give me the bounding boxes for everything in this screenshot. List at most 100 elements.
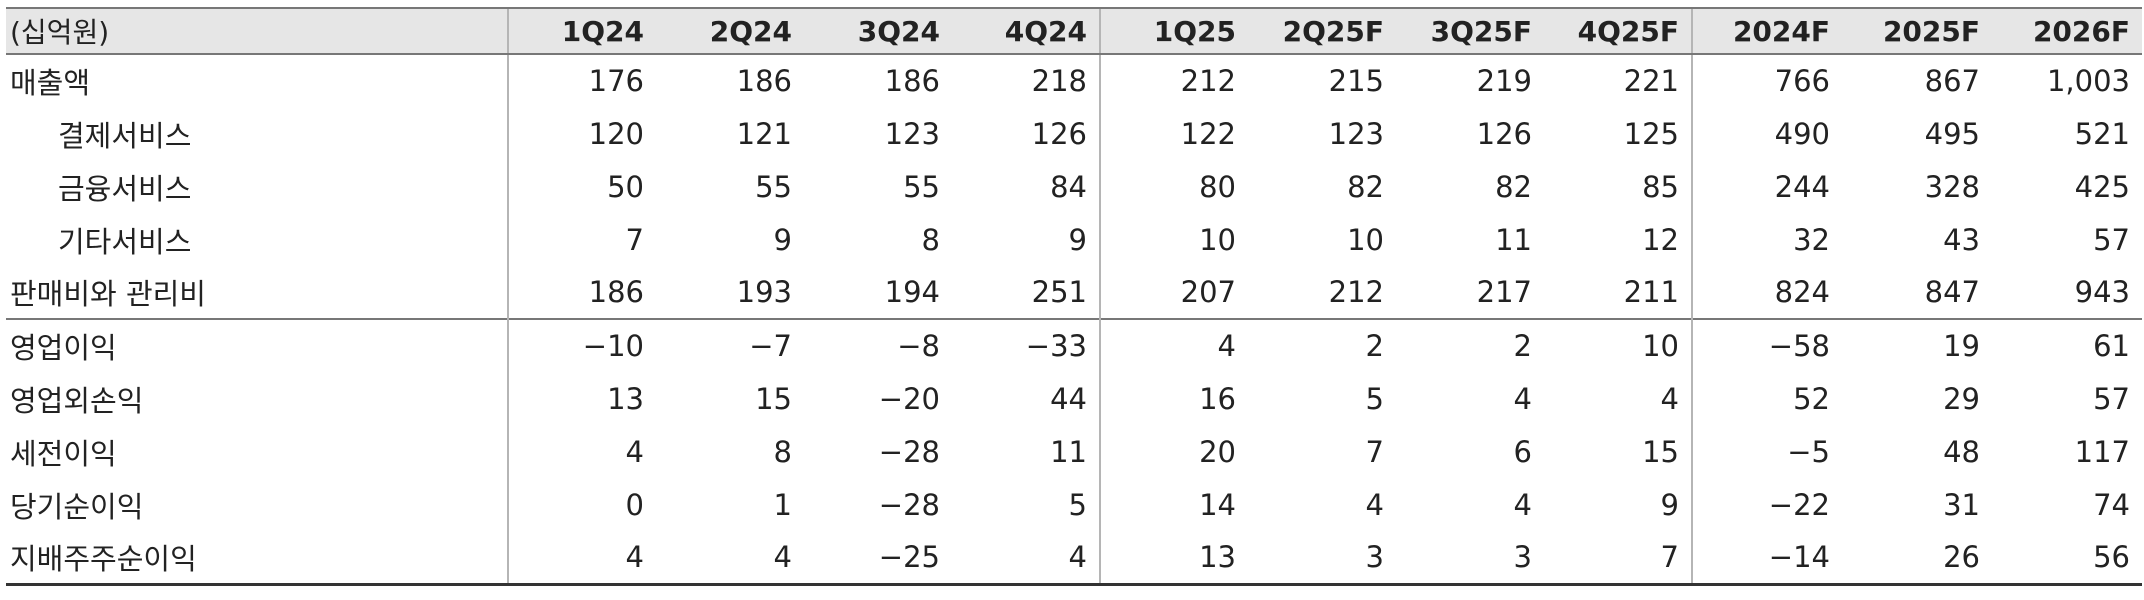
table-cell: 32 xyxy=(1691,213,1842,266)
table-cell: 207 xyxy=(1099,266,1248,319)
table-cell: 328 xyxy=(1924,169,1980,204)
table-cell: 123 xyxy=(1328,116,1384,151)
row-label: 결제서비스 xyxy=(58,118,192,153)
column-header: 4Q25F xyxy=(1544,7,1692,55)
column-header: 2Q24 xyxy=(656,7,804,55)
table-cell: 193 xyxy=(736,275,792,309)
table-cell: 1,003 xyxy=(2046,64,2130,98)
column-header: 3Q24 xyxy=(804,7,952,55)
table-cell: 4 xyxy=(1099,318,1248,372)
table-cell: 16 xyxy=(1099,372,1248,425)
table-cell: 50 xyxy=(507,160,656,213)
table-cell: 121 xyxy=(736,116,792,151)
table-cell: −33 xyxy=(952,318,1100,372)
row-label: 판매비와 관리비 xyxy=(10,277,206,311)
table-cell: 212 xyxy=(1328,275,1384,309)
table-cell: 495 xyxy=(1924,116,1980,151)
table-cell: 10 xyxy=(1099,213,1248,266)
table-cell: 85 xyxy=(1642,169,1679,204)
table-row: 지배주주순이익 4 4 −25 4 13 3 3 7 −14 26 56 xyxy=(6,531,2142,586)
table-cell: 13 xyxy=(1099,531,1248,586)
table-cell: 8 xyxy=(921,222,940,257)
table-cell: 29 xyxy=(1943,381,1980,416)
table-cell: 8 xyxy=(773,434,792,469)
table-cell: 84 xyxy=(1050,169,1087,204)
table-cell: 15 xyxy=(1642,434,1679,469)
table-cell: 766 xyxy=(1691,54,1842,107)
table-cell: 176 xyxy=(507,54,656,107)
table-cell: 4 xyxy=(507,425,656,478)
table-cell: 194 xyxy=(884,275,940,309)
table-cell: 9 xyxy=(773,222,792,257)
table-cell: 521 xyxy=(2074,116,2130,151)
table-row: 영업외손익 13 15 −20 44 16 5 4 4 52 29 57 xyxy=(6,372,2142,425)
table-cell: 251 xyxy=(1031,275,1087,309)
table-cell: 56 xyxy=(1992,531,2142,586)
table-cell: −14 xyxy=(1691,531,1842,586)
table-cell: 5 xyxy=(1365,381,1384,416)
table-cell: −28 xyxy=(878,434,940,469)
table-cell: −22 xyxy=(1691,478,1842,531)
row-label: 금융서비스 xyxy=(58,171,192,206)
table-row: 금융서비스 50 55 55 84 80 82 82 85 244 328 425 xyxy=(6,160,2142,213)
table-cell: 4 xyxy=(952,531,1100,586)
table-cell: 847 xyxy=(1924,275,1980,309)
table-cell: 120 xyxy=(507,107,656,160)
table-cell: 10 xyxy=(1544,318,1692,372)
table-cell: −58 xyxy=(1691,318,1842,372)
table-cell: 186 xyxy=(884,64,940,98)
table-cell: 57 xyxy=(2093,222,2130,257)
table-cell: 4 xyxy=(656,531,804,586)
table-cell: −20 xyxy=(878,381,940,416)
table-cell: 6 xyxy=(1513,434,1532,469)
column-header: 3Q25F xyxy=(1396,7,1544,55)
table-row: 결제서비스 120 121 123 126 122 123 126 125 490 495 521 xyxy=(6,107,2142,160)
table-cell: 20 xyxy=(1099,425,1248,478)
table-cell: 52 xyxy=(1691,372,1842,425)
table-cell: 11 xyxy=(1495,222,1532,257)
table-cell: 126 xyxy=(1031,116,1087,151)
table-header: (십억원) 1Q24 2Q24 3Q24 4Q24 1Q25 2Q25F 3Q25F 4Q25… xyxy=(6,7,2142,55)
table-cell: 82 xyxy=(1347,169,1384,204)
column-header: 2024F xyxy=(1691,7,1842,55)
table-cell: 212 xyxy=(1099,54,1248,107)
table-cell: 3 xyxy=(1396,531,1544,586)
table-cell: 221 xyxy=(1623,64,1679,98)
table-cell: −28 xyxy=(878,487,940,522)
table-cell: 44 xyxy=(1050,381,1087,416)
table-cell: 80 xyxy=(1099,160,1248,213)
column-header: 2Q25F xyxy=(1248,7,1396,55)
table-row: 매출액 176 186 186 218 212 215 219 221 766 867 1,003 xyxy=(6,54,2142,107)
table-cell: 4 xyxy=(1513,487,1532,522)
table-cell: 3 xyxy=(1248,531,1396,586)
table-cell: 48 xyxy=(1943,434,1980,469)
table-cell: 4 xyxy=(1660,381,1679,416)
table-cell: 57 xyxy=(2093,381,2130,416)
table-cell: 10 xyxy=(1347,222,1384,257)
table-cell: 9 xyxy=(1660,487,1679,522)
table-cell: 82 xyxy=(1495,169,1532,204)
table-cell: 7 xyxy=(507,213,656,266)
table-cell: 425 xyxy=(2074,169,2130,204)
table-cell: 117 xyxy=(2074,434,2130,469)
column-header: 1Q24 xyxy=(507,7,656,55)
table-cell: 9 xyxy=(1068,222,1087,257)
table-cell: 74 xyxy=(2093,487,2130,522)
row-label: 영업이익 xyxy=(6,318,508,372)
table-cell: 186 xyxy=(736,64,792,98)
table-cell: 7 xyxy=(1365,434,1384,469)
table-cell: −25 xyxy=(804,531,952,586)
table-cell: 14 xyxy=(1099,478,1248,531)
table-cell: 13 xyxy=(507,372,656,425)
table-cell: 5 xyxy=(1068,487,1087,522)
table-cell: 15 xyxy=(755,381,792,416)
table-cell: 244 xyxy=(1691,160,1842,213)
row-label: 기타서비스 xyxy=(58,224,192,259)
table-cell: 12 xyxy=(1642,222,1679,257)
table-cell: −8 xyxy=(804,318,952,372)
table-cell: 824 xyxy=(1691,266,1842,319)
table-cell: 219 xyxy=(1476,64,1532,98)
table-cell: −5 xyxy=(1691,425,1842,478)
table-cell: 490 xyxy=(1691,107,1842,160)
table-cell: 7 xyxy=(1544,531,1692,586)
